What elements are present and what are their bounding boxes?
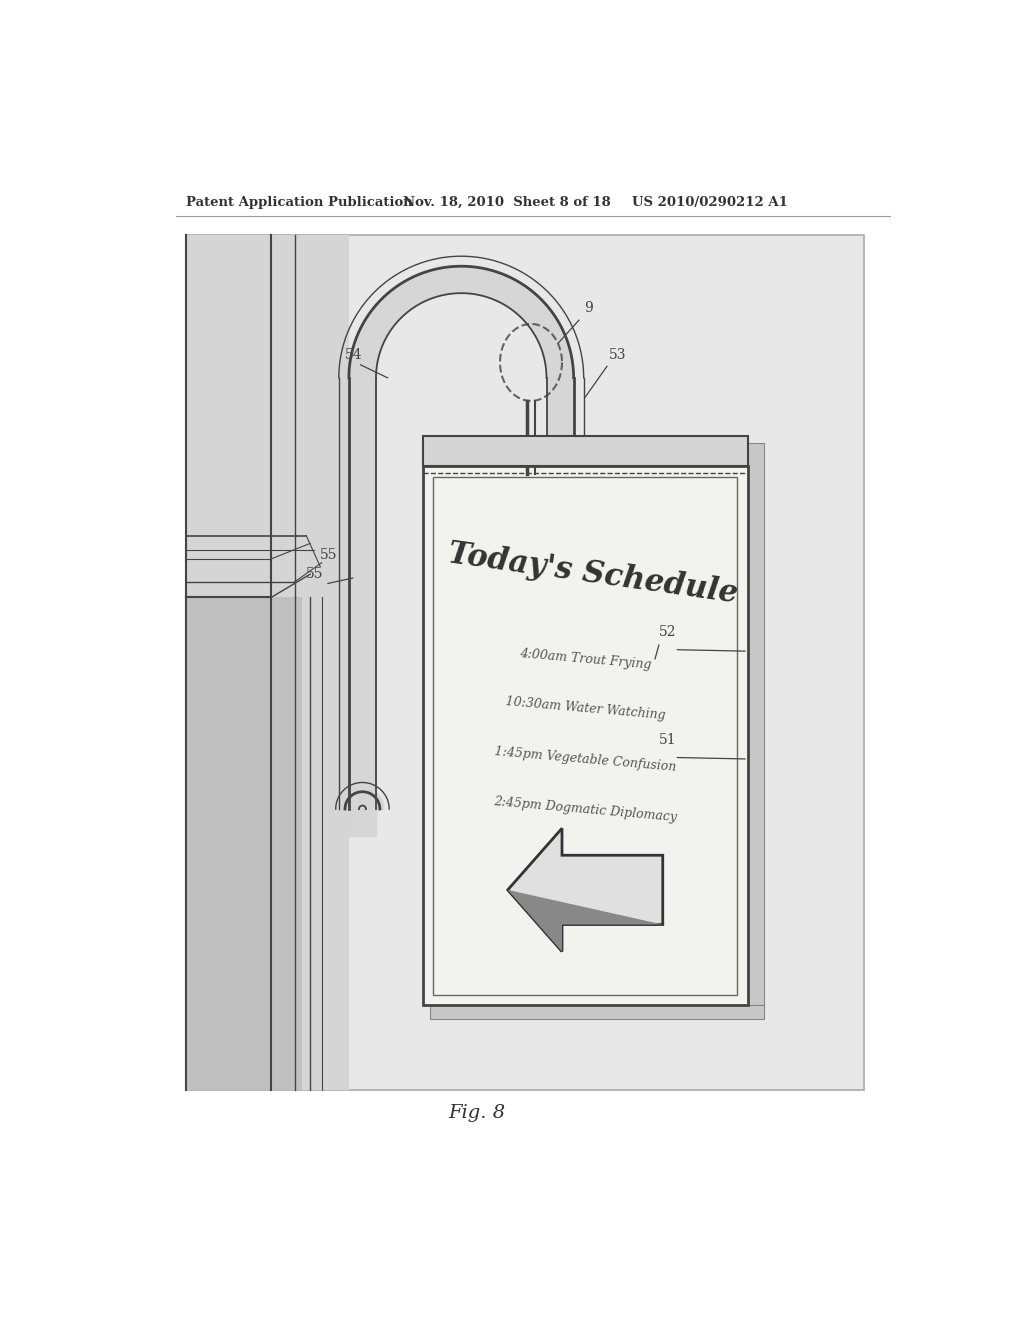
Text: 2:45pm Dogmatic Diplomacy: 2:45pm Dogmatic Diplomacy <box>493 795 678 824</box>
Polygon shape <box>547 378 573 451</box>
Polygon shape <box>349 267 573 378</box>
Polygon shape <box>349 378 376 836</box>
Text: 9: 9 <box>584 301 593 315</box>
Text: 53: 53 <box>608 347 626 362</box>
Text: Today's Schedule: Today's Schedule <box>446 539 740 610</box>
Bar <box>186 597 302 1090</box>
Bar <box>430 1006 764 1019</box>
Text: 4:00am Trout Frying: 4:00am Trout Frying <box>519 647 651 671</box>
Bar <box>433 478 737 995</box>
Text: 55: 55 <box>306 568 324 581</box>
Bar <box>423 436 748 466</box>
Text: 1:45pm Vegetable Confusion: 1:45pm Vegetable Confusion <box>494 744 677 774</box>
Text: US 2010/0290212 A1: US 2010/0290212 A1 <box>632 197 787 209</box>
Polygon shape <box>341 788 384 809</box>
Text: Nov. 18, 2010  Sheet 8 of 18: Nov. 18, 2010 Sheet 8 of 18 <box>403 197 611 209</box>
Text: 52: 52 <box>658 624 677 639</box>
Text: Fig. 8: Fig. 8 <box>449 1105 505 1122</box>
Bar <box>186 235 864 1090</box>
Polygon shape <box>508 890 663 952</box>
Bar <box>186 235 349 1090</box>
Text: 10:30am Water Watching: 10:30am Water Watching <box>505 696 666 722</box>
Polygon shape <box>508 829 663 952</box>
Text: 51: 51 <box>658 733 677 747</box>
Text: Patent Application Publication: Patent Application Publication <box>186 197 413 209</box>
Bar <box>748 444 764 1006</box>
Bar <box>423 466 748 1006</box>
Text: 55: 55 <box>321 548 338 562</box>
Text: 54: 54 <box>345 347 362 362</box>
